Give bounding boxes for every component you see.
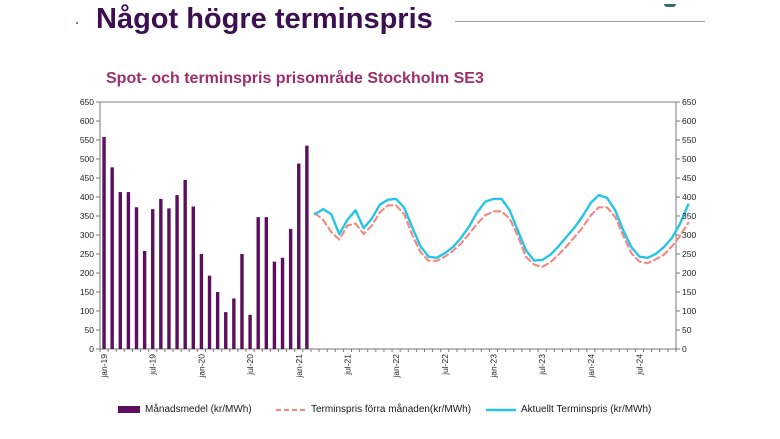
y2-tick-label: 0 (682, 344, 687, 354)
y-tick-label: 0 (89, 344, 94, 354)
bar (264, 217, 269, 349)
y-tick-label: 600 (80, 116, 94, 126)
y2-tick-label: 250 (682, 249, 696, 259)
bar (232, 298, 236, 349)
x-tick-label: jan-20 (196, 354, 206, 379)
x-tick-label: jul-20 (245, 354, 255, 376)
tick-labels: 0 0 50 50 100 100 150 150 200 200 250 250 300 300 350 3… (80, 97, 697, 379)
y-tick-label: 300 (80, 230, 94, 240)
bar (142, 250, 147, 349)
bar (256, 217, 260, 349)
series-line-forward-prev (313, 204, 690, 268)
y2-tick-label: 650 (682, 97, 696, 107)
y-tick-label: 100 (80, 306, 94, 316)
series-line-forward-current (313, 193, 690, 262)
legend-swatch-forward-prev (276, 408, 306, 411)
bar (134, 207, 139, 349)
legend-item-forward-current: Aktuellt Terminspris (kr/MWh) (486, 404, 651, 415)
y2-tick-label: 450 (682, 173, 696, 183)
bar (199, 254, 204, 349)
chart-axes (96, 101, 680, 352)
bar (102, 136, 106, 349)
bar (110, 167, 114, 349)
y-tick-label: 400 (80, 192, 94, 202)
bar (159, 198, 163, 349)
bar-series (102, 136, 309, 349)
decorative-dot (76, 22, 78, 24)
x-tick-label: jul-19 (148, 354, 158, 376)
y-tick-label: 250 (80, 249, 94, 259)
bar (297, 163, 301, 349)
x-tick-label: jan-19 (99, 354, 109, 379)
x-tick-label: jul-21 (342, 354, 352, 376)
bar (191, 206, 195, 349)
y2-tick-label: 300 (682, 230, 696, 240)
logo-mark (664, 4, 676, 7)
legend-item-bars: Månadsmedel (kr/MWh) (118, 404, 252, 415)
x-tick-label: jan-24 (586, 354, 596, 379)
bar (248, 314, 252, 349)
line-series (313, 193, 690, 268)
y-tick-label: 150 (80, 287, 94, 297)
bar (272, 261, 277, 349)
x-tick-label: jan-23 (488, 354, 498, 379)
y2-tick-label: 550 (682, 135, 696, 145)
chart-legend: Månadsmedel (kr/MWh) Terminspris förra m… (118, 404, 718, 420)
bar (183, 179, 187, 349)
y-tick-label: 550 (80, 135, 94, 145)
y2-tick-label: 400 (682, 192, 696, 202)
title-divider (455, 21, 705, 22)
bar (151, 209, 155, 349)
x-tick-label: jul-24 (634, 354, 644, 376)
y-tick-label: 500 (80, 154, 94, 164)
x-tick-label: jul-22 (440, 354, 450, 376)
y-tick-label: 450 (80, 173, 94, 183)
chart-title: Spot- och terminspris prisområde Stockho… (106, 70, 484, 87)
y2-tick-label: 150 (682, 287, 696, 297)
y-tick-label: 50 (85, 325, 95, 335)
bar (207, 275, 212, 349)
y2-tick-label: 200 (682, 268, 696, 278)
legend-swatch-forward-current (486, 408, 516, 411)
y-tick-label: 350 (80, 211, 94, 221)
bar (167, 208, 171, 349)
legend-label-bars: Månadsmedel (kr/MWh) (145, 404, 252, 415)
y2-tick-label: 500 (682, 154, 696, 164)
plot-area (99, 101, 677, 350)
x-tick-label: jan-21 (294, 354, 304, 379)
y-tick-label: 650 (80, 97, 94, 107)
legend-label-forward-current: Aktuellt Terminspris (kr/MWh) (521, 404, 652, 415)
bar (288, 228, 293, 349)
x-tick-label: jul-23 (537, 354, 547, 376)
bar (118, 192, 122, 349)
bar (215, 292, 220, 349)
bar (175, 195, 179, 349)
legend-swatch-bars (118, 406, 140, 413)
bar (240, 254, 244, 349)
slide-title: Något högre terminspris (96, 3, 433, 35)
y-tick-label: 200 (80, 268, 94, 278)
legend-label-forward-prev: Terminspris förra månaden(kr/MWh) (311, 404, 472, 415)
bar (305, 145, 309, 349)
y2-tick-label: 600 (682, 116, 696, 126)
bar (126, 192, 131, 349)
bar (280, 257, 285, 349)
y2-tick-label: 100 (682, 306, 696, 316)
y2-tick-label: 350 (682, 211, 696, 221)
x-tick-label: jan-22 (391, 354, 401, 379)
y2-tick-label: 50 (682, 325, 692, 335)
legend-item-forward-prev: Terminspris förra månaden(kr/MWh) (276, 404, 471, 415)
bar (224, 312, 228, 349)
